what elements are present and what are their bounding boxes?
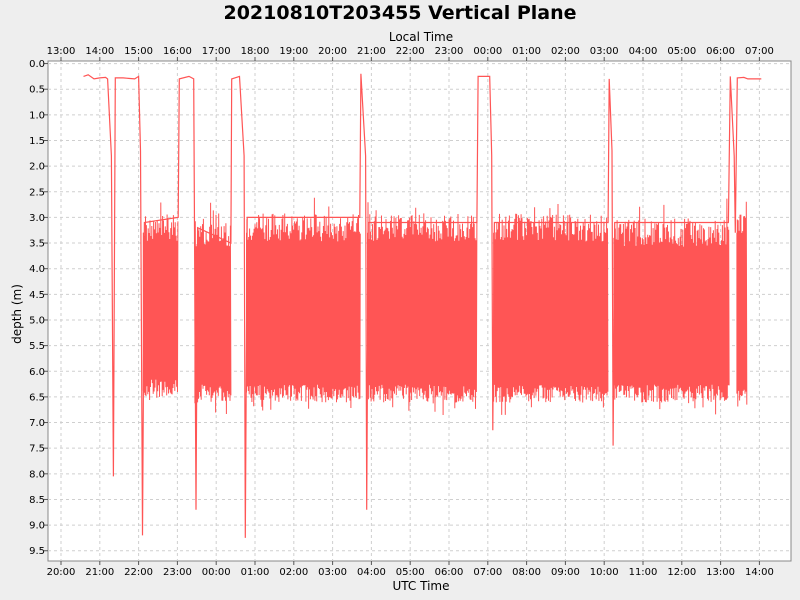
x-tick-label: 02:00 <box>279 567 308 578</box>
y-tick-label: 4.5 <box>29 290 45 301</box>
surface-trace <box>83 73 762 538</box>
x-tick-label: 20:00 <box>47 567 76 578</box>
x2-tick-label: 16:00 <box>163 46 192 57</box>
x2-tick-label: 23:00 <box>435 46 464 57</box>
y-tick-label: 7.0 <box>29 418 45 429</box>
y-tick-label: 9.5 <box>29 546 45 557</box>
y-tick-label: 8.5 <box>29 495 45 506</box>
x-tick-label: 05:00 <box>396 567 425 578</box>
dive-segment-5 <box>613 198 730 415</box>
y-tick-label: 0.5 <box>29 85 45 96</box>
y-tick-label: 5.5 <box>29 341 45 352</box>
dive-segment-0 <box>142 202 179 401</box>
x2-tick-label: 15:00 <box>124 46 153 57</box>
x2-tick-label: 06:00 <box>706 46 735 57</box>
dive-segment-6 <box>736 201 748 407</box>
depth-series <box>83 73 762 538</box>
y-tick-label: 2.0 <box>29 162 45 173</box>
x-tick-label: 09:00 <box>551 567 580 578</box>
x-tick-label: 07:00 <box>473 567 502 578</box>
x2-tick-label: 21:00 <box>357 46 386 57</box>
x-tick-label: 00:00 <box>202 567 231 578</box>
x2-axis-label: Local Time <box>389 30 453 44</box>
x2-tick-label: 07:00 <box>745 46 774 57</box>
y-tick-label: 8.0 <box>29 469 45 480</box>
x2-tick-label: 04:00 <box>629 46 658 57</box>
x-tick-label: 14:00 <box>745 567 774 578</box>
y-axis-label: depth (m) <box>10 284 24 344</box>
x2-tick-label: 18:00 <box>241 46 270 57</box>
x-tick-label: 12:00 <box>667 567 696 578</box>
x-tick-label: 06:00 <box>435 567 464 578</box>
x2-tick-label: 14:00 <box>85 46 114 57</box>
x-tick-label: 01:00 <box>241 567 270 578</box>
axis-ticks: 0.0 0.5 1.0 1.5 2.0 2.5 3.0 3.5 4.0 4.5 5.0 5.5 6.0 6… <box>29 46 774 578</box>
x-tick-label: 13:00 <box>706 567 735 578</box>
y-tick-label: 6.0 <box>29 367 45 378</box>
y-tick-label: 0.0 <box>29 59 45 70</box>
y-tick-label: 9.0 <box>29 521 45 532</box>
x2-tick-label: 05:00 <box>667 46 696 57</box>
y-tick-label: 6.5 <box>29 392 45 403</box>
x2-tick-label: 00:00 <box>473 46 502 57</box>
x-tick-label: 04:00 <box>357 567 386 578</box>
dive-segment-2 <box>246 197 361 411</box>
x-tick-label: 23:00 <box>163 567 192 578</box>
dive-segment-1 <box>194 202 232 415</box>
x2-tick-label: 03:00 <box>590 46 619 57</box>
x-tick-label: 08:00 <box>512 567 541 578</box>
x2-tick-label: 13:00 <box>47 46 76 57</box>
x-tick-label: 22:00 <box>124 567 153 578</box>
y-tick-label: 3.0 <box>29 213 45 224</box>
x2-tick-label: 17:00 <box>202 46 231 57</box>
y-tick-label: 3.5 <box>29 239 45 250</box>
x-tick-label: 10:00 <box>590 567 619 578</box>
x2-tick-label: 19:00 <box>279 46 308 57</box>
y-tick-label: 5.0 <box>29 315 45 326</box>
y-tick-label: 1.0 <box>29 110 45 121</box>
x-tick-label: 21:00 <box>85 567 114 578</box>
y-tick-label: 2.5 <box>29 187 45 198</box>
y-tick-label: 1.5 <box>29 136 45 147</box>
x2-tick-label: 02:00 <box>551 46 580 57</box>
y-tick-label: 7.5 <box>29 444 45 455</box>
dive-segment-3 <box>367 202 478 416</box>
x2-tick-label: 20:00 <box>318 46 347 57</box>
chart-title: 20210810T203455 Vertical Plane <box>223 2 576 24</box>
x2-tick-label: 22:00 <box>396 46 425 57</box>
dive-segment-4 <box>493 203 609 415</box>
x-tick-label: 03:00 <box>318 567 347 578</box>
grid-lines <box>48 61 791 561</box>
x-axis-label: UTC Time <box>393 579 450 593</box>
y-tick-label: 4.0 <box>29 264 45 275</box>
x2-tick-label: 01:00 <box>512 46 541 57</box>
x-tick-label: 11:00 <box>629 567 658 578</box>
